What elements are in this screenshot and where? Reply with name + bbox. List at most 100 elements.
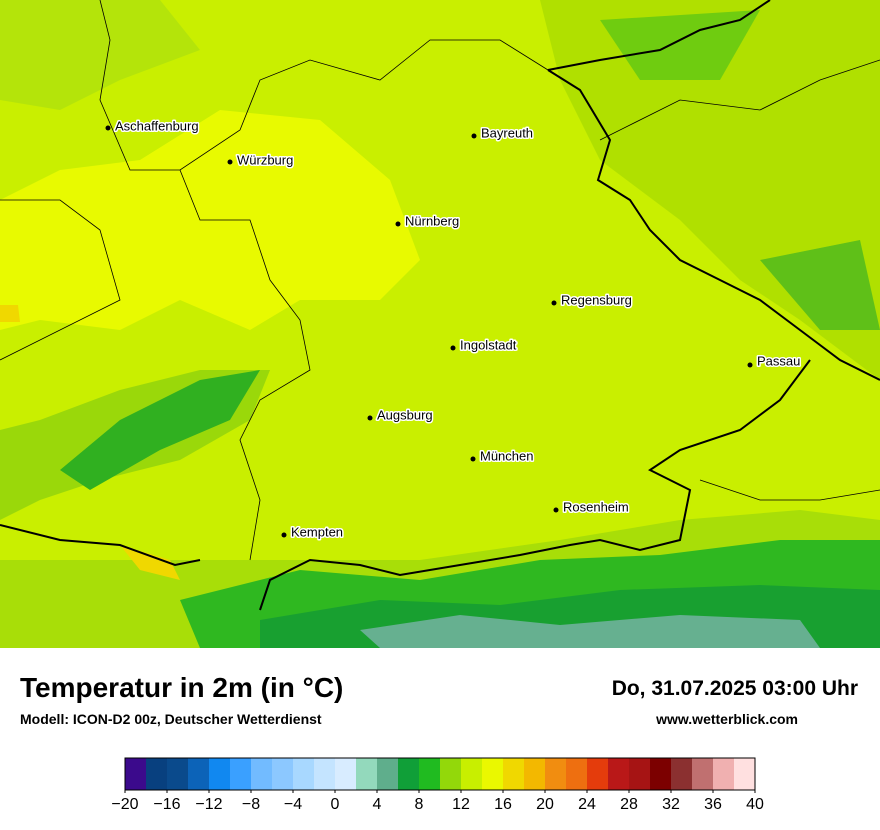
color-segment [503, 758, 525, 790]
color-segment [671, 758, 693, 790]
city-label: Würzburg [237, 152, 293, 167]
border-line [599, 59, 880, 141]
color-segment [419, 758, 441, 790]
color-segment [692, 758, 714, 790]
tick-label: −4 [284, 796, 302, 810]
city-dot [471, 133, 477, 139]
color-segment [587, 758, 609, 790]
city: Bayreuth [471, 124, 535, 142]
cool-region [600, 10, 760, 80]
city-dot [450, 345, 456, 351]
city-label: Rosenheim [563, 499, 629, 514]
tick-label: 8 [415, 796, 424, 810]
city-label: Kempten [291, 524, 343, 539]
tick-label: 20 [536, 796, 554, 810]
city-label: Bayreuth [481, 125, 533, 140]
source: www.wetterblick.com [656, 711, 798, 727]
tick-label: 28 [620, 796, 638, 810]
city: Nürnberg [395, 212, 461, 230]
city: Kempten [281, 523, 345, 541]
title: Temperatur in 2m (in °C) [20, 672, 344, 703]
datetime: Do, 31.07.2025 03:00 Uhr [611, 677, 858, 700]
tick-label: −16 [153, 796, 180, 810]
color-segment [146, 758, 168, 790]
border-line [0, 199, 121, 361]
tick-label: 36 [704, 796, 722, 810]
city-dot [747, 362, 753, 368]
alps [360, 615, 820, 648]
color-segment [230, 758, 252, 790]
color-segment [629, 758, 651, 790]
color-segment [125, 758, 147, 790]
city: Augsburg [367, 406, 434, 424]
city-dot [551, 300, 557, 306]
border-line [99, 0, 549, 171]
border-line [259, 359, 811, 611]
cool-region [760, 240, 880, 330]
color-segment [314, 758, 336, 790]
colorbar: −20 −16 −12 −8 −4 0 4 8 12 16 20 24 28 32 36 40 [111, 757, 764, 810]
city-dot [227, 159, 233, 165]
tick-label: 12 [452, 796, 470, 810]
city: Regensburg [551, 291, 633, 309]
border-line [0, 524, 201, 567]
city-dot [470, 456, 476, 462]
color-segment [293, 758, 315, 790]
state-borders [0, 0, 880, 561]
color-segment [167, 758, 189, 790]
color-segment [398, 758, 420, 790]
city-label: Ingolstadt [460, 337, 517, 352]
color-segment [251, 758, 273, 790]
city-label: Regensburg [561, 292, 632, 307]
color-segment [461, 758, 483, 790]
city: Rosenheim [553, 498, 630, 516]
city-dot [105, 125, 111, 131]
city-label: München [480, 448, 533, 463]
tick-label: 4 [373, 796, 382, 810]
color-segment [734, 758, 756, 790]
border-line [699, 479, 880, 501]
city-dot [395, 221, 401, 227]
city-label: Aschaffenburg [115, 118, 199, 133]
tick-label: 40 [746, 796, 764, 810]
tick-label: 32 [662, 796, 680, 810]
color-segment [272, 758, 294, 790]
color-segment [209, 758, 231, 790]
tick-label: 16 [494, 796, 512, 810]
city-dot [367, 415, 373, 421]
color-segment [335, 758, 357, 790]
city-dot [553, 507, 559, 513]
color-segment [188, 758, 210, 790]
color-segment [713, 758, 735, 790]
warm-spot [120, 545, 180, 580]
color-segment [545, 758, 567, 790]
tick-label: 0 [331, 796, 340, 810]
city-label: Augsburg [377, 407, 433, 422]
city: Würzburg [227, 151, 295, 169]
city-label: Nürnberg [405, 213, 459, 228]
borders [0, 0, 880, 611]
tick-label: 24 [578, 796, 596, 810]
city: Ingolstadt [450, 336, 518, 354]
city-label: Passau [757, 353, 800, 368]
color-segment [440, 758, 462, 790]
tick-label: −12 [195, 796, 222, 810]
tick-label: −20 [111, 796, 138, 810]
border-line [547, 69, 880, 381]
map: Aschaffenburg Würzburg Bayreuth Nürnberg… [0, 0, 880, 648]
border-line [179, 169, 311, 561]
color-segment [524, 758, 546, 790]
border-line [547, 0, 771, 71]
tick-label: −8 [242, 796, 260, 810]
color-segment [608, 758, 630, 790]
city-dot [281, 532, 287, 538]
city: Passau [747, 352, 802, 370]
city: München [470, 447, 535, 465]
subtitle: Modell: ICON-D2 00z, Deutscher Wetterdie… [20, 711, 322, 727]
city: Aschaffenburg [105, 117, 200, 135]
colorbar-frame [124, 757, 756, 791]
color-segment [377, 758, 399, 790]
cool-region [0, 0, 200, 110]
color-segment [356, 758, 378, 790]
